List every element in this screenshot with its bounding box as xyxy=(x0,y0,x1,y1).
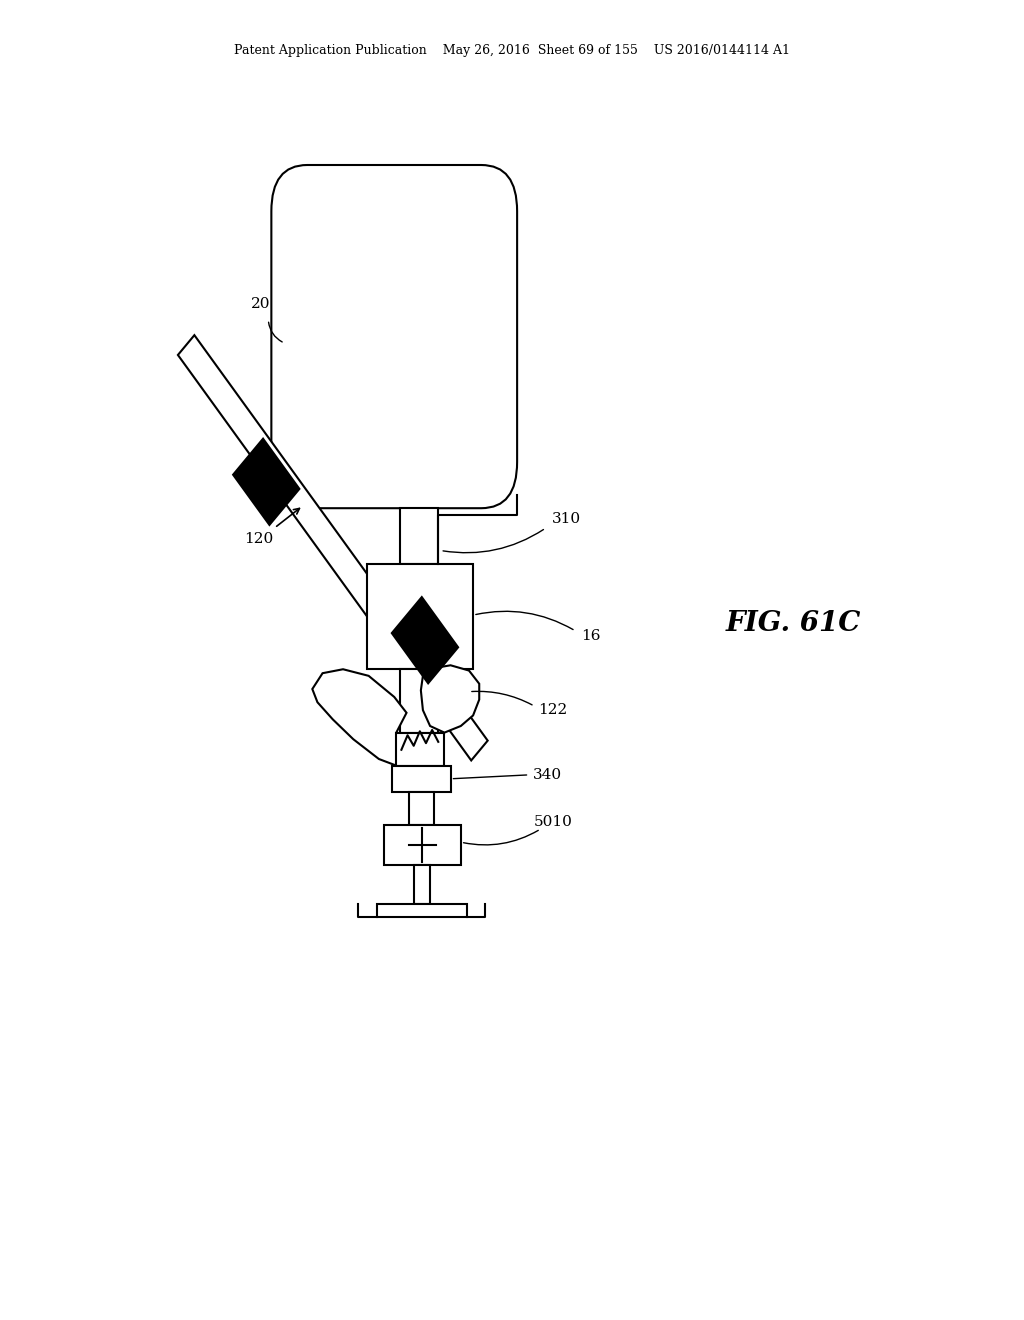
Text: 122: 122 xyxy=(539,704,567,717)
Bar xyxy=(400,669,438,733)
Bar xyxy=(396,733,444,766)
Polygon shape xyxy=(392,597,458,684)
Bar xyxy=(367,564,473,669)
FancyBboxPatch shape xyxy=(271,165,517,508)
Text: Patent Application Publication    May 26, 2016  Sheet 69 of 155    US 2016/01441: Patent Application Publication May 26, 2… xyxy=(234,44,790,57)
Bar xyxy=(392,766,451,792)
Bar xyxy=(414,865,430,904)
Bar xyxy=(377,904,467,917)
Bar xyxy=(409,792,434,825)
Text: 310: 310 xyxy=(552,512,581,525)
Polygon shape xyxy=(178,335,487,760)
Text: FIG. 61C: FIG. 61C xyxy=(726,610,861,636)
Bar xyxy=(400,508,438,564)
Text: 5010: 5010 xyxy=(534,816,572,829)
Text: 340: 340 xyxy=(534,768,562,781)
Polygon shape xyxy=(421,665,479,733)
Text: 120: 120 xyxy=(245,532,273,545)
Text: 20: 20 xyxy=(251,297,271,310)
Polygon shape xyxy=(233,438,299,525)
Bar xyxy=(384,825,461,865)
Text: 16: 16 xyxy=(581,630,601,643)
Polygon shape xyxy=(312,669,407,766)
